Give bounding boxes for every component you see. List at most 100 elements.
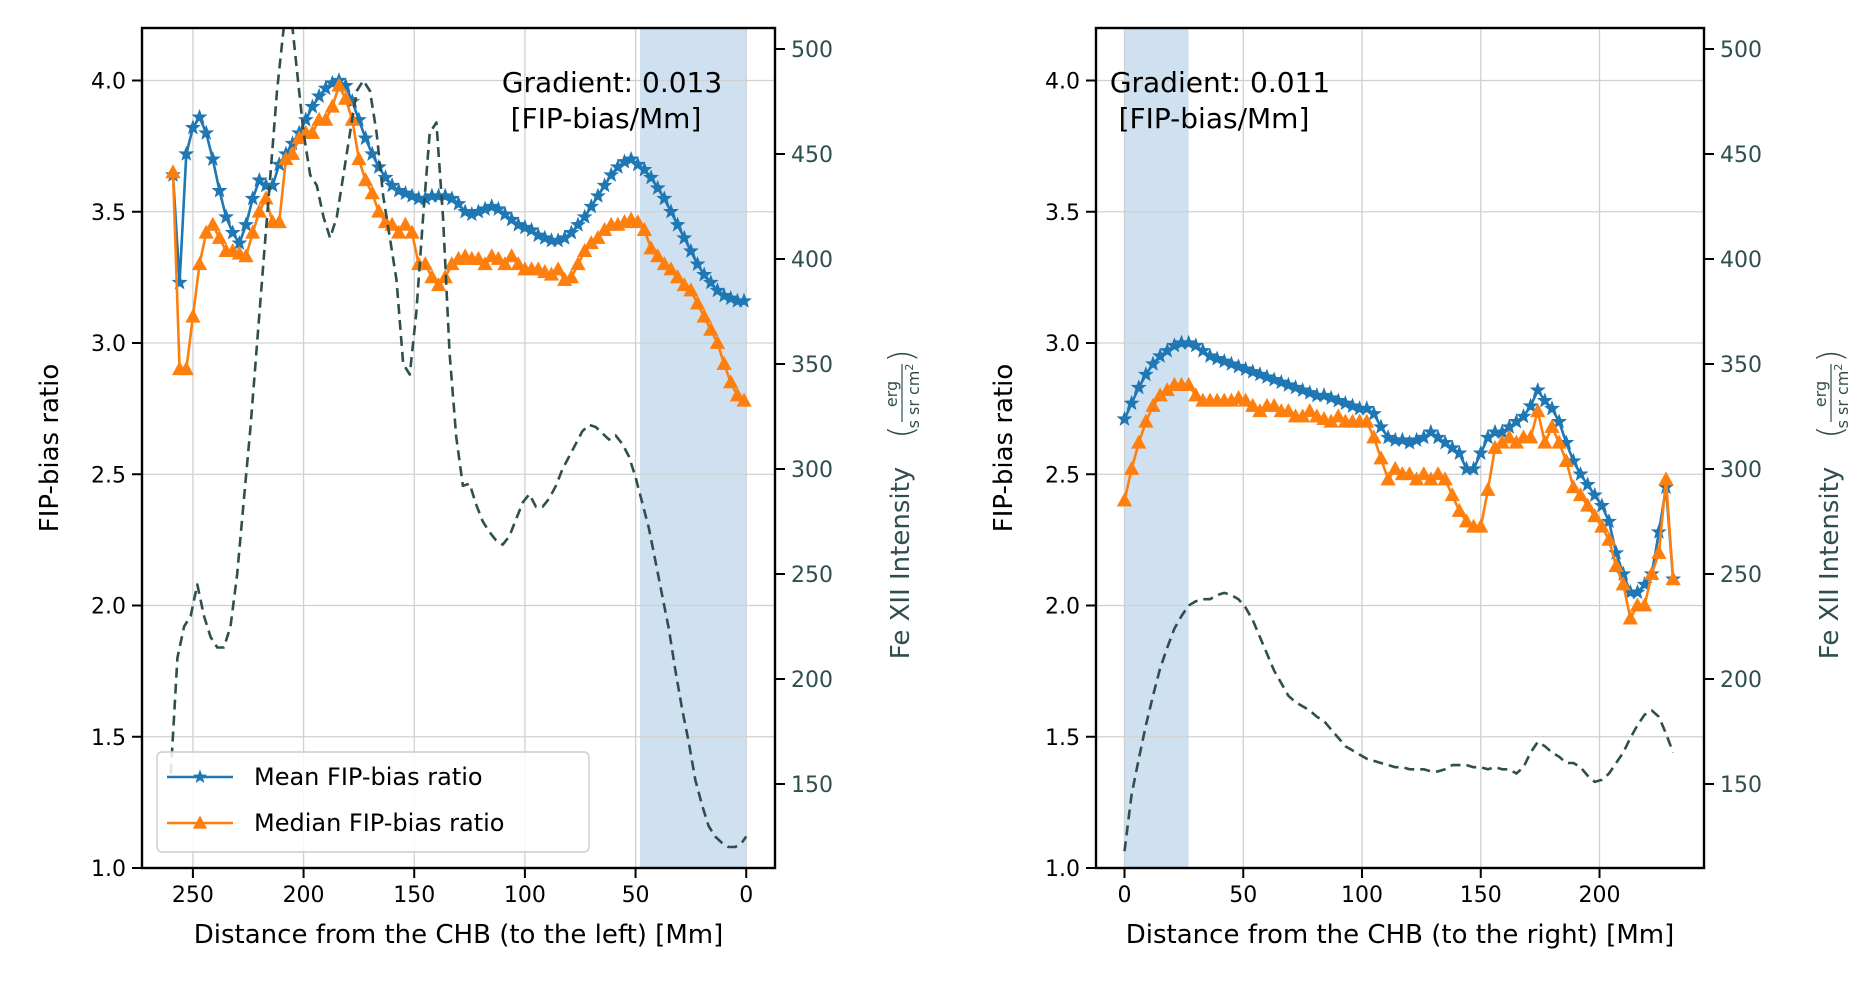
mean-point xyxy=(1244,363,1261,379)
median-point xyxy=(550,261,566,276)
median-point xyxy=(703,321,719,336)
mean-point xyxy=(1287,379,1304,395)
mean-point xyxy=(1273,374,1290,390)
y2-unit-open-paren: ( xyxy=(882,425,922,438)
median-point xyxy=(258,190,274,205)
mean-point xyxy=(1544,400,1560,416)
mean-point xyxy=(649,179,666,195)
legend-median-label: Median FIP-bias ratio xyxy=(254,809,505,837)
mean-point xyxy=(1323,389,1340,405)
median-line xyxy=(1123,383,1675,620)
median-point xyxy=(1437,471,1453,486)
median-point xyxy=(503,248,520,263)
median-point xyxy=(663,261,679,276)
median-point xyxy=(1188,387,1204,402)
mean-point xyxy=(244,190,261,206)
x-tick-label: 250 xyxy=(172,883,214,908)
median-point xyxy=(656,256,672,271)
x-axis-label: Distance from the CHB (to the right) [Mm… xyxy=(1126,920,1674,950)
median-point xyxy=(1380,471,1396,486)
median-point xyxy=(1116,492,1133,507)
mean-point xyxy=(1280,376,1297,392)
median-point xyxy=(477,256,493,271)
mean-point xyxy=(736,292,752,308)
mean-point xyxy=(264,177,281,193)
mean-point xyxy=(1294,381,1311,397)
median-point xyxy=(1572,487,1589,502)
median-point xyxy=(364,185,380,200)
x-tick-label: 50 xyxy=(1229,883,1257,908)
median-point xyxy=(391,224,407,239)
median-point xyxy=(1480,481,1496,496)
mean-point xyxy=(1123,395,1140,411)
median-point xyxy=(590,229,606,244)
mean-point xyxy=(483,198,500,214)
median-point xyxy=(417,256,433,271)
gradient-annotation: Gradient: 0.013 [FIP-bias/Mm] xyxy=(502,66,722,135)
median-point xyxy=(696,308,712,323)
median-point xyxy=(1458,513,1475,528)
median-point xyxy=(1430,466,1446,481)
median-point xyxy=(1280,403,1297,418)
median-point xyxy=(1501,429,1517,444)
median-point xyxy=(470,250,487,265)
mean-point xyxy=(662,203,679,219)
right-panel: 0 50 100 150 200 1.0 1.5 2.0 2.5 3.0 3.5 4.0 150 200 2… xyxy=(989,26,1852,950)
mean-point xyxy=(1209,350,1226,366)
median-point xyxy=(1359,413,1375,428)
y2-tick-label: 350 xyxy=(791,353,833,378)
mean-point xyxy=(1365,405,1382,421)
y2-unit-denominator-text: s sr cm xyxy=(904,371,923,429)
median-point xyxy=(251,203,267,218)
intensity-line xyxy=(1123,591,1675,852)
mean-point xyxy=(1394,431,1411,447)
gradient-value: Gradient: 0.011 xyxy=(1110,66,1330,99)
mean-point xyxy=(1465,460,1482,476)
shaded-region xyxy=(639,28,747,868)
y2-unit-denominator-text: s sr cm xyxy=(1833,371,1852,429)
median-point xyxy=(191,256,208,271)
y2-tick-label: 500 xyxy=(791,38,833,63)
legend-mean-star-icon xyxy=(192,769,208,784)
y-tick-label: 3.0 xyxy=(1045,332,1080,357)
y2-axis-label: Fe XII Intensity (erg s sr cm2) xyxy=(882,349,923,659)
mean-point xyxy=(669,216,686,232)
median-point xyxy=(1594,518,1610,533)
median-point xyxy=(729,387,746,402)
y2-tick-label: 400 xyxy=(1720,248,1762,273)
median-point xyxy=(1237,392,1254,407)
median-point xyxy=(1551,434,1567,449)
y-tick-label: 1.5 xyxy=(1045,726,1080,751)
plot-area xyxy=(165,28,752,849)
mean-point xyxy=(583,198,600,214)
median-point xyxy=(424,269,440,284)
mean-point xyxy=(1551,413,1568,429)
median-point xyxy=(1387,460,1403,475)
mean-point xyxy=(218,208,235,224)
median-point xyxy=(723,374,739,389)
mean-point xyxy=(696,266,713,282)
median-point xyxy=(1366,429,1382,444)
y2-unit-numerator: erg xyxy=(1811,381,1830,407)
median-point xyxy=(304,124,321,139)
median-point xyxy=(716,355,732,370)
median-point xyxy=(630,214,646,229)
mean-point xyxy=(357,129,374,145)
mean-point xyxy=(1330,392,1347,408)
median-point xyxy=(1180,376,1197,391)
mean-point xyxy=(1572,465,1589,481)
median-point xyxy=(497,256,513,271)
gradient-unit: [FIP-bias/Mm] xyxy=(1119,102,1310,135)
mean-point xyxy=(1536,392,1553,408)
axes-frame xyxy=(140,26,777,870)
mean-point xyxy=(596,177,613,193)
mean-point xyxy=(397,185,414,201)
mean-point xyxy=(184,119,201,135)
mean-point xyxy=(716,287,733,303)
y-tick-label: 2.5 xyxy=(1045,463,1080,488)
median-point xyxy=(1601,531,1617,546)
y2-axis-title: Fe XII Intensity xyxy=(1815,467,1845,659)
legend-median-triangle-icon xyxy=(192,815,208,829)
mean-point xyxy=(1230,358,1247,374)
x-tick-label: 150 xyxy=(393,883,435,908)
